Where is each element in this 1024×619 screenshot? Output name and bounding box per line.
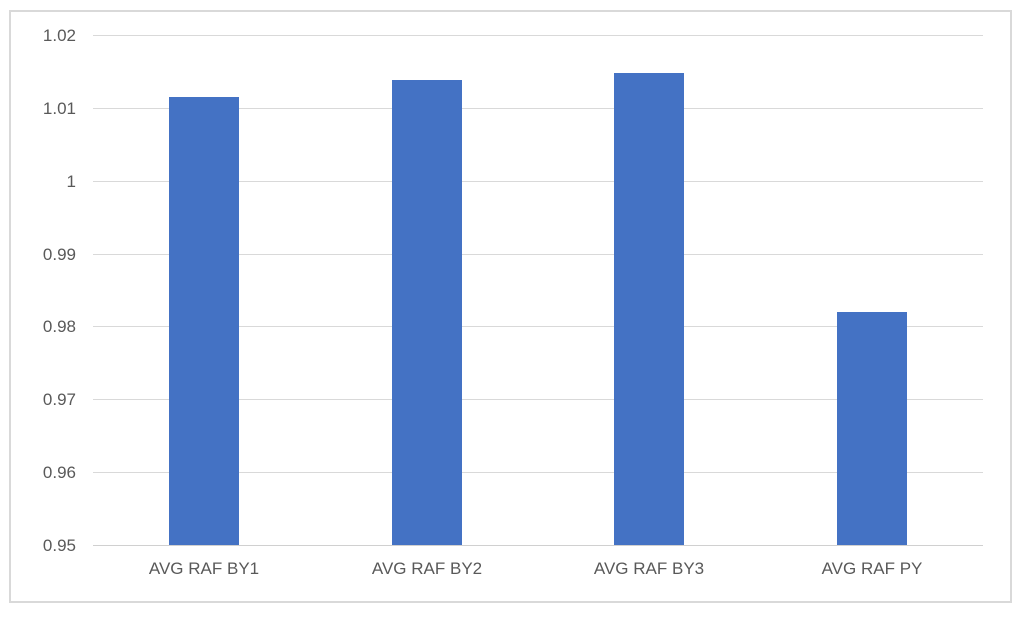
- gridline: [93, 108, 983, 109]
- y-tick-label: 0.97: [42, 390, 76, 409]
- y-tick-label: 1.02: [42, 26, 76, 45]
- gridline: [93, 399, 983, 400]
- gridline: [93, 35, 983, 36]
- x-axis-line: [93, 545, 983, 546]
- y-tick-label: 0.95: [42, 536, 76, 555]
- y-tick-label: 0.99: [42, 245, 76, 264]
- x-category-label: AVG RAF PY: [821, 559, 923, 578]
- bar: [392, 80, 462, 545]
- gridline: [93, 254, 983, 255]
- gridline: [93, 181, 983, 182]
- bar: [837, 312, 907, 545]
- bar: [169, 97, 239, 545]
- x-category-label: AVG RAF BY3: [593, 559, 705, 578]
- y-tick-label: 1: [66, 172, 76, 191]
- y-tick-label: 0.98: [42, 317, 76, 336]
- y-tick-label: 1.01: [42, 99, 76, 118]
- x-category-label: AVG RAF BY2: [371, 559, 483, 578]
- x-category-label: AVG RAF BY1: [148, 559, 260, 578]
- y-tick-label: 0.96: [42, 463, 76, 482]
- gridline: [93, 472, 983, 473]
- bar: [614, 73, 684, 545]
- gridline: [93, 326, 983, 327]
